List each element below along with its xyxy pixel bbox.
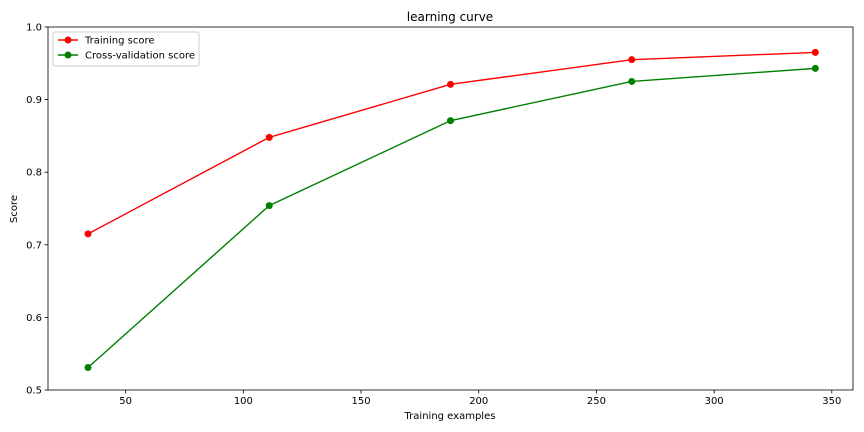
- y-tick-label: 0.9: [26, 95, 42, 106]
- legend-label-1: Cross-validation score: [85, 51, 195, 62]
- y-tick-label: 0.5: [26, 386, 42, 397]
- legend-label-0: Training score: [84, 36, 155, 47]
- x-tick-label: 200: [469, 396, 488, 407]
- y-tick-label: 0.8: [26, 168, 42, 179]
- series-0-point: [628, 56, 636, 64]
- x-tick-label: 300: [705, 396, 724, 407]
- legend-marker-1: [64, 51, 72, 59]
- series-0-point: [84, 230, 92, 238]
- x-tick-label: 50: [119, 396, 132, 407]
- legend-box: [52, 31, 200, 67]
- series-1-point: [84, 363, 92, 371]
- legend-marker-0: [64, 36, 72, 44]
- x-tick-label: 150: [352, 396, 371, 407]
- y-tick-label: 1.0: [26, 23, 42, 34]
- y-axis-label: Score: [9, 195, 20, 223]
- series-1-point: [811, 64, 819, 72]
- x-tick-label: 250: [587, 396, 606, 407]
- chart-title: learning curve: [407, 10, 493, 24]
- series-0-point: [265, 133, 273, 141]
- y-axis-ticks: 0.5 0.6 0.7 0.8 0.9 1.0: [26, 23, 48, 397]
- series-0-point: [811, 48, 819, 56]
- series-layer: [84, 48, 819, 371]
- series-1-point: [628, 77, 636, 85]
- series-0-point: [447, 80, 454, 88]
- x-axis-ticks: 50 100 150 200 250 300 350: [119, 390, 841, 407]
- series-1-point: [447, 117, 454, 125]
- x-tick-label: 350: [822, 396, 841, 407]
- series-1-point: [265, 202, 273, 210]
- x-axis-label: Training examples: [404, 411, 496, 422]
- y-tick-label: 0.6: [26, 313, 42, 324]
- y-tick-label: 0.7: [26, 240, 42, 251]
- legend: Training score Cross-validation score: [52, 31, 200, 67]
- x-tick-label: 100: [234, 396, 253, 407]
